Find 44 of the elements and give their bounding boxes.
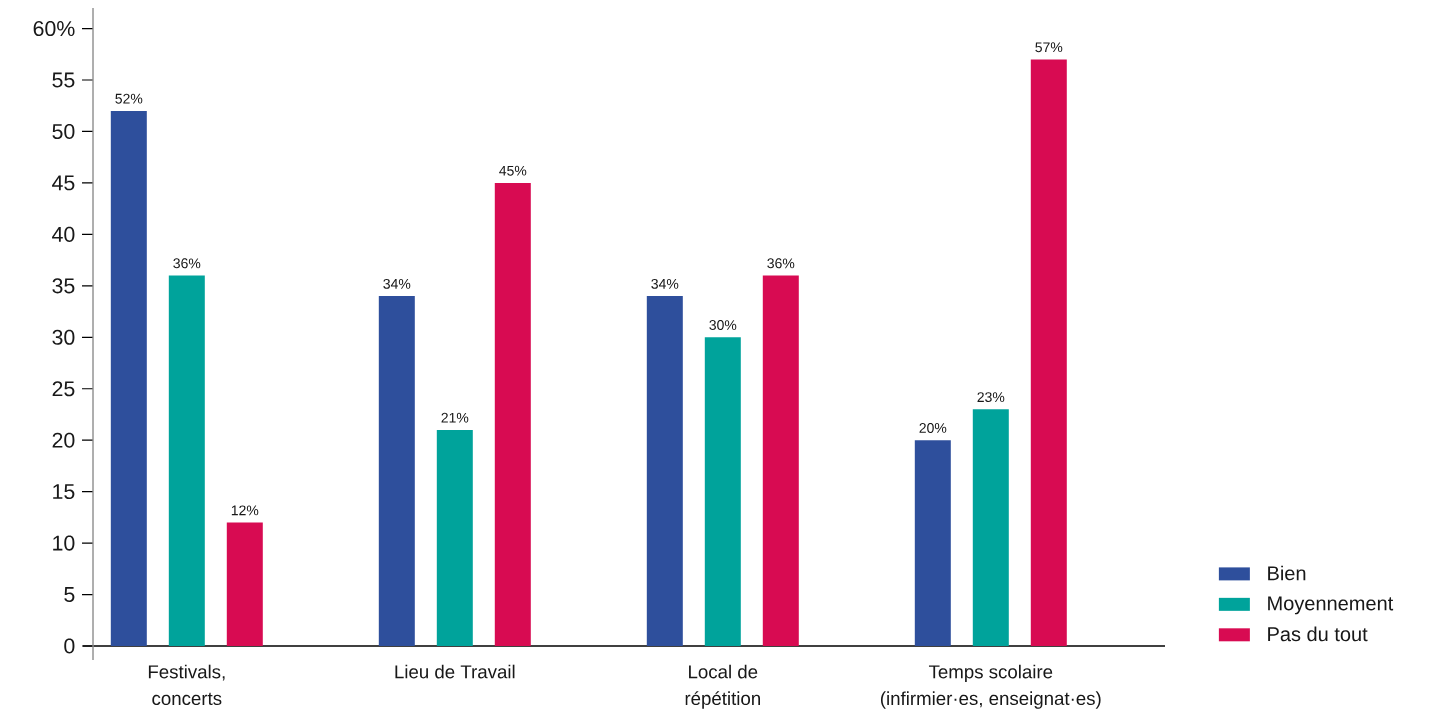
y-tick-label: 5 bbox=[64, 587, 75, 602]
x-tick-label: Local de répétition bbox=[685, 664, 760, 709]
y-tick-label: 0 bbox=[64, 638, 75, 654]
bar bbox=[168, 275, 205, 646]
x-tick-label: Festivals, concerts bbox=[148, 664, 225, 706]
bar bbox=[704, 337, 741, 646]
y-tick-label: 35 bbox=[52, 278, 75, 294]
y-tick-label: 50 bbox=[52, 123, 75, 140]
bar bbox=[646, 296, 683, 646]
x-tick-label: Lieu de Travail bbox=[395, 664, 515, 679]
data-label: 57% bbox=[1035, 42, 1063, 53]
x-tick-label: Temps scolaire (infirmier·es, enseignat·es) bbox=[880, 664, 1101, 709]
y-tick-label: 10 bbox=[53, 535, 75, 551]
legend-label: Bien bbox=[1268, 565, 1306, 581]
bar bbox=[762, 275, 799, 646]
data-label: 20% bbox=[919, 423, 947, 433]
data-label: 12% bbox=[231, 505, 259, 516]
data-label: 30% bbox=[709, 320, 737, 331]
data-label: 36% bbox=[767, 258, 795, 269]
data-label: 45% bbox=[499, 165, 527, 176]
legend-label: Pas du tout bbox=[1268, 626, 1368, 642]
bar bbox=[226, 522, 263, 646]
y-tick-label: 45 bbox=[52, 175, 75, 191]
bar bbox=[914, 440, 951, 646]
legend-label: Moyennement bbox=[1268, 596, 1394, 615]
y-tick-label: 30 bbox=[52, 329, 75, 345]
bar bbox=[494, 182, 531, 646]
bar bbox=[436, 429, 473, 646]
y-tick-label: 15 bbox=[53, 484, 75, 500]
data-label: 21% bbox=[441, 412, 469, 423]
y-tick-label: 25 bbox=[52, 381, 75, 397]
y-tick-label: 60% bbox=[33, 21, 75, 37]
y-tick-label: 20 bbox=[52, 432, 75, 448]
data-label: 34% bbox=[651, 278, 679, 289]
bar bbox=[972, 409, 1009, 646]
bar bbox=[110, 110, 147, 646]
y-tick-label: 55 bbox=[52, 72, 75, 88]
bar bbox=[1030, 59, 1067, 646]
data-label: 23% bbox=[977, 392, 1005, 403]
data-label: 52% bbox=[115, 93, 143, 104]
y-tick-label: 40 bbox=[52, 226, 75, 242]
bar bbox=[378, 296, 415, 646]
data-label: 36% bbox=[173, 258, 201, 269]
data-label: 34% bbox=[383, 278, 411, 289]
